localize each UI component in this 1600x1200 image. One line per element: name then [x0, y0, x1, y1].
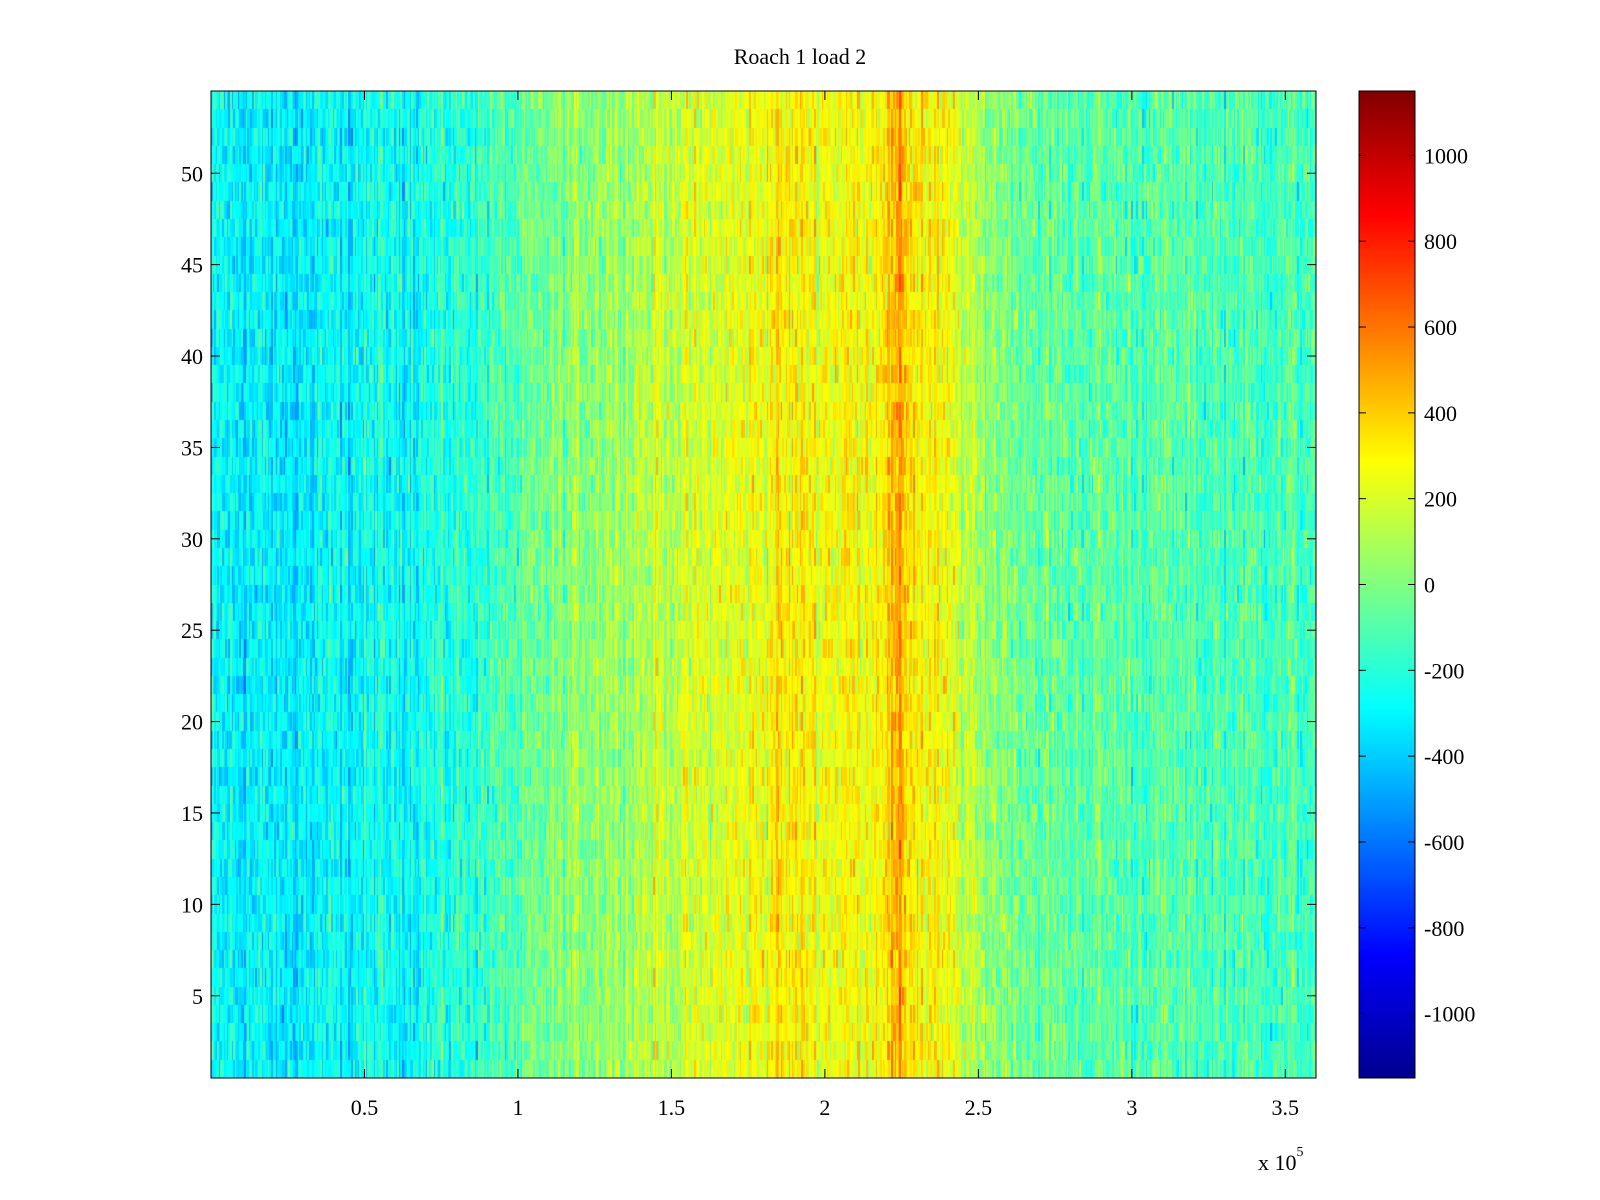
y-axis-ticks: 5 10 15 20 25 30 35 40 45 50	[181, 161, 1316, 1009]
heatmap-plot-area	[211, 91, 1316, 1078]
colorbar-tick-label: -600	[1424, 830, 1464, 855]
x-tick-label: 2.5	[965, 1095, 993, 1120]
colorbar-tick-label: 400	[1424, 401, 1457, 426]
x-tick-label: 3.5	[1272, 1095, 1300, 1120]
y-tick-label: 25	[181, 618, 203, 643]
colorbar	[1358, 90, 1416, 1079]
x-tick-label: 2	[819, 1095, 830, 1120]
colorbar-tick-label: 200	[1424, 487, 1457, 512]
x-axis-ticks: 0.5 1 1.5 2 2.5 3 3.5	[351, 91, 1299, 1120]
y-tick-label: 30	[181, 527, 203, 552]
colorbar-tick-label: 800	[1424, 229, 1457, 254]
y-tick-label: 40	[181, 344, 203, 369]
colorbar-tick-label: -200	[1424, 658, 1464, 683]
x-tick-label: 0.5	[351, 1095, 379, 1120]
y-tick-label: 45	[181, 253, 203, 278]
plot-frame	[210, 90, 1317, 1079]
x-axis-exponent: x 105	[1258, 1145, 1304, 1176]
colorbar-tick-label: 1000	[1424, 143, 1468, 168]
x-exponent-power: 5	[1296, 1144, 1304, 1160]
colorbar-tick-label: 600	[1424, 315, 1457, 340]
y-tick-label: 5	[192, 984, 203, 1009]
chart-title: Roach 1 load 2	[733, 44, 867, 69]
x-tick-label: 1.5	[658, 1095, 686, 1120]
y-tick-label: 15	[181, 801, 203, 826]
x-tick-label: 1	[512, 1095, 523, 1120]
y-tick-label: 10	[181, 892, 203, 917]
colorbar-tick-label: -1000	[1424, 1002, 1475, 1027]
colorbar-tick-label: 0	[1424, 573, 1435, 598]
x-tick-label: 3	[1126, 1095, 1137, 1120]
colorbar-ticks: 1000 800 600 400 200 0 -200 -400 -600 -800 -1000	[1359, 143, 1475, 1027]
colorbar-tick-label: -800	[1424, 916, 1464, 941]
x-exponent-base: x 10	[1258, 1150, 1297, 1175]
y-tick-label: 20	[181, 710, 203, 735]
y-tick-label: 35	[181, 435, 203, 460]
colorbar-tick-label: -400	[1424, 744, 1464, 769]
y-tick-label: 50	[181, 161, 203, 186]
